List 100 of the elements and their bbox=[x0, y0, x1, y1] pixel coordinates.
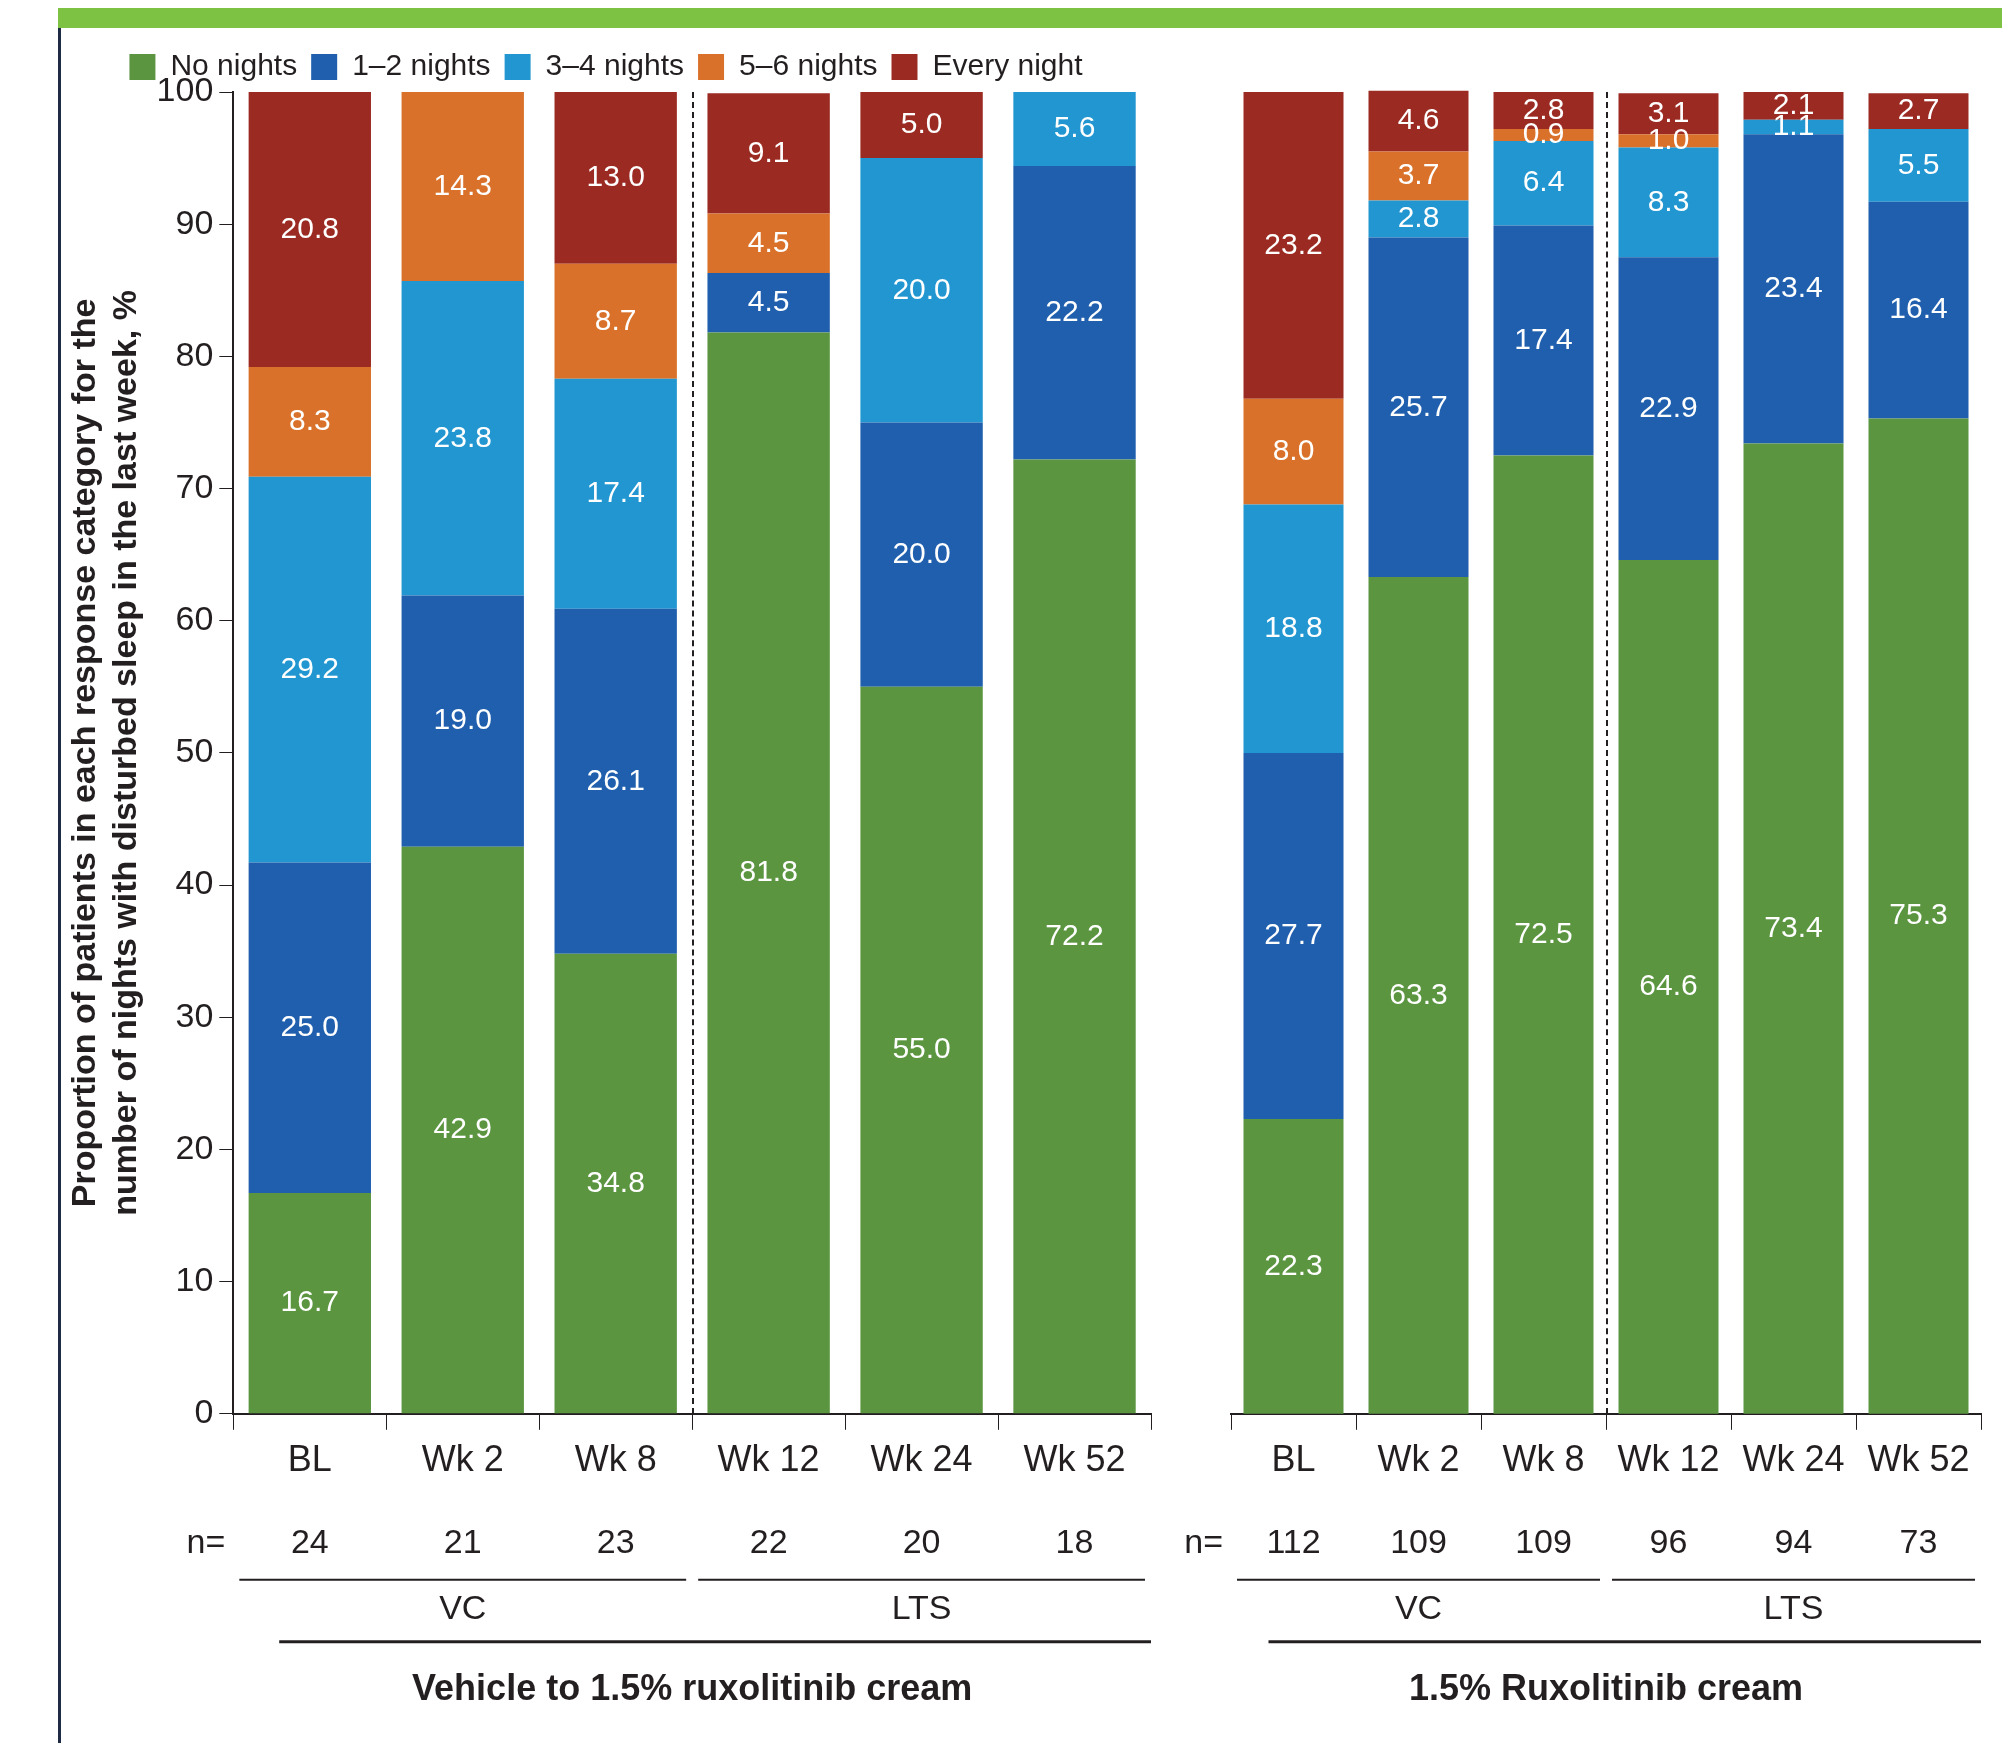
x-axis-title: 1.5% Ruxolitinib cream bbox=[1408, 1666, 1804, 1708]
x-tick-label: Wk 52 bbox=[1867, 1438, 1970, 1480]
bar bbox=[554, 92, 677, 264]
data-label: 5.0 bbox=[900, 106, 943, 140]
bar bbox=[860, 92, 983, 159]
data-label: 6.4 bbox=[1522, 164, 1565, 198]
bar bbox=[1868, 93, 1969, 130]
x-tick-label: Wk 52 bbox=[1023, 1438, 1126, 1480]
data-label: 4.5 bbox=[747, 224, 790, 258]
text: 23 bbox=[596, 1522, 635, 1561]
bar bbox=[1868, 418, 1969, 1414]
bar bbox=[1493, 455, 1594, 1414]
data-label: 72.2 bbox=[1045, 917, 1104, 951]
bar bbox=[1868, 201, 1969, 419]
data-label: 2.7 bbox=[1897, 92, 1940, 126]
data-label: 5.6 bbox=[1053, 110, 1096, 144]
bar bbox=[248, 92, 371, 367]
data-label: 4.5 bbox=[747, 284, 790, 318]
bar bbox=[707, 93, 830, 214]
data-label: 8.3 bbox=[288, 403, 331, 437]
data-label: 20.0 bbox=[892, 271, 951, 305]
bar bbox=[248, 476, 371, 863]
x-axis-title: Vehicle to 1.5% ruxolitinib cream bbox=[412, 1666, 973, 1708]
bar bbox=[1243, 504, 1344, 753]
bar bbox=[1368, 577, 1469, 1414]
x-tick-label: Wk 24 bbox=[870, 1438, 973, 1480]
data-label: 34.8 bbox=[586, 1164, 645, 1198]
data-label: 8.7 bbox=[594, 302, 637, 336]
legend-label: 1–2 nights bbox=[352, 48, 491, 82]
legend-label: 3–4 nights bbox=[545, 48, 685, 82]
data-label: 8.3 bbox=[1647, 183, 1690, 217]
text: 112 bbox=[1266, 1522, 1321, 1561]
data-label: 17.4 bbox=[1514, 321, 1573, 355]
text: VC bbox=[439, 1588, 487, 1627]
data-label: 25.0 bbox=[280, 1009, 339, 1043]
data-label: 22.2 bbox=[1045, 294, 1104, 328]
data-label: 20.0 bbox=[892, 535, 951, 569]
x-tick-label: Wk 24 bbox=[1742, 1438, 1845, 1480]
data-label: 73.4 bbox=[1764, 909, 1823, 943]
bar bbox=[1868, 129, 1969, 202]
x-tick-label: Wk 2 bbox=[421, 1438, 504, 1480]
text: n= bbox=[1184, 1522, 1223, 1561]
text: 18 bbox=[1055, 1522, 1094, 1561]
bar bbox=[401, 92, 524, 282]
bar bbox=[1618, 257, 1719, 560]
data-label: 27.7 bbox=[1264, 917, 1323, 951]
text: LTS bbox=[891, 1588, 952, 1627]
bar bbox=[1368, 237, 1469, 578]
bar bbox=[1013, 166, 1136, 460]
data-label: 75.3 bbox=[1889, 897, 1948, 931]
bar bbox=[401, 846, 524, 1414]
bar bbox=[1243, 398, 1344, 505]
data-label: 64.6 bbox=[1639, 968, 1698, 1002]
x-tick-label: BL bbox=[287, 1438, 332, 1480]
text: LTS bbox=[1763, 1588, 1824, 1627]
bar bbox=[1743, 134, 1844, 444]
data-label: 14.3 bbox=[433, 167, 492, 201]
bar bbox=[1013, 92, 1136, 167]
data-label: 4.6 bbox=[1397, 102, 1440, 136]
legend-label: Every night bbox=[932, 48, 1084, 82]
bar bbox=[860, 422, 983, 687]
y-tick-label: 80 bbox=[175, 334, 214, 373]
data-label: 81.8 bbox=[739, 854, 798, 888]
x-tick-label: Wk 8 bbox=[574, 1438, 657, 1480]
data-label: 2.8 bbox=[1397, 200, 1440, 234]
data-label: 72.5 bbox=[1514, 915, 1573, 949]
text: 73 bbox=[1899, 1522, 1938, 1561]
bar bbox=[248, 862, 371, 1194]
data-label: 20.8 bbox=[280, 210, 339, 244]
data-label: 25.7 bbox=[1389, 388, 1448, 422]
data-label: 5.5 bbox=[1897, 146, 1940, 180]
text: VC bbox=[1394, 1588, 1443, 1627]
y-tick-label: 40 bbox=[175, 863, 214, 902]
y-tick-label: 60 bbox=[175, 599, 214, 638]
bar bbox=[401, 595, 524, 847]
x-tick-label: Wk 2 bbox=[1377, 1438, 1460, 1480]
bar bbox=[554, 263, 677, 379]
data-label: 22.9 bbox=[1639, 389, 1698, 423]
text: 109 bbox=[1390, 1522, 1447, 1561]
bar bbox=[1618, 559, 1719, 1414]
text: 96 bbox=[1649, 1522, 1688, 1561]
bar bbox=[248, 1193, 371, 1414]
x-tick-label: Wk 8 bbox=[1502, 1438, 1585, 1480]
y-tick-label: 0 bbox=[194, 1392, 214, 1431]
bar bbox=[1243, 1119, 1344, 1414]
data-label: 22.3 bbox=[1264, 1247, 1323, 1281]
text: 109 bbox=[1515, 1522, 1572, 1561]
data-label: 16.4 bbox=[1889, 291, 1948, 325]
text: n= bbox=[186, 1522, 226, 1561]
bar bbox=[554, 608, 677, 954]
data-label: 23.4 bbox=[1764, 270, 1823, 304]
legend-label: 5–6 nights bbox=[739, 48, 878, 82]
bar bbox=[554, 378, 677, 609]
x-tick-label: BL bbox=[1271, 1438, 1316, 1480]
data-label: 3.7 bbox=[1397, 157, 1440, 191]
bar bbox=[1243, 752, 1344, 1120]
data-label: 18.8 bbox=[1264, 609, 1323, 643]
y-axis-title: Proportion of patients in each response category for the number of nights with disturbed sleep in the last week, % bbox=[63, 290, 143, 1216]
y-tick-label: 70 bbox=[175, 466, 214, 505]
data-label: 23.2 bbox=[1264, 226, 1323, 260]
